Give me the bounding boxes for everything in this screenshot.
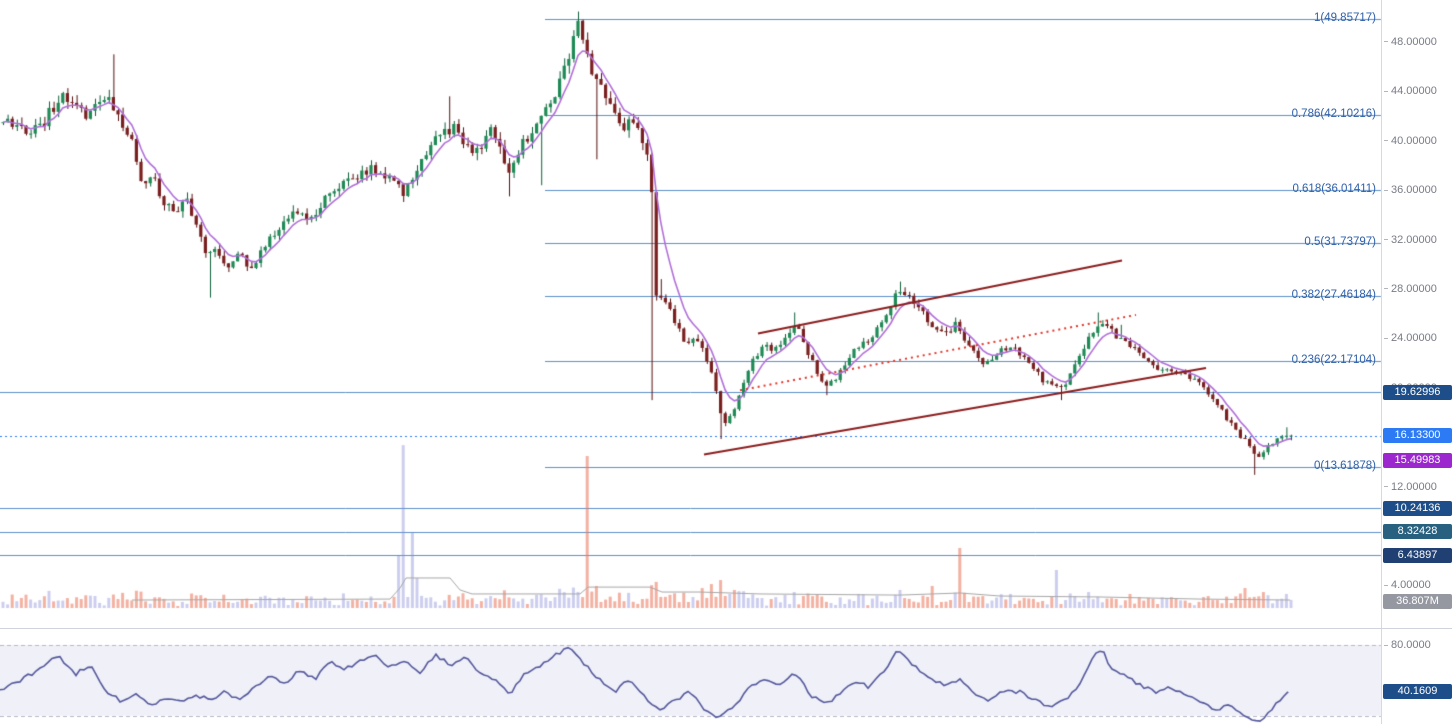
price-level-badge[interactable]: 19.62996 <box>1383 384 1452 400</box>
price-axis-tick: 32.00000 <box>1384 234 1437 246</box>
indicator-axis-tick: 80.0000 <box>1384 639 1431 651</box>
price-level-badge[interactable]: 6.43897 <box>1383 547 1452 563</box>
ma-value-badge[interactable]: 15.49983 <box>1383 452 1452 468</box>
indicator-axis-tick-label: 80.0000 <box>1391 639 1431 651</box>
tick-mark <box>1384 644 1388 646</box>
price-axis-tick: 48.00000 <box>1384 36 1437 48</box>
price-axis-tick: 12.00000 <box>1384 481 1437 493</box>
price-axis-tick-label: 4.00000 <box>1391 579 1431 592</box>
tick-mark <box>1384 189 1388 191</box>
price-axis-tick: 40.00000 <box>1384 135 1437 147</box>
tick-mark <box>1384 288 1388 290</box>
tick-mark <box>1384 90 1388 92</box>
price-axis-tick: 4.00000 <box>1384 579 1431 591</box>
price-axis[interactable]: 48.00000 44.00000 40.00000 36.00000 32.00000… <box>1381 0 1452 629</box>
price-axis-tick-label: 24.00000 <box>1391 332 1437 345</box>
tick-mark <box>1384 337 1388 339</box>
indicator-axis[interactable]: 80.0000 40.1609 <box>1381 629 1452 724</box>
price-axis-tick: 36.00000 <box>1384 184 1437 196</box>
price-axis-tick-label: 44.00000 <box>1391 85 1437 98</box>
price-axis-tick: 24.00000 <box>1384 332 1437 344</box>
price-axis-tick-label: 36.00000 <box>1391 184 1437 197</box>
volume-value-badge[interactable]: 36.807M <box>1383 593 1452 609</box>
tick-mark <box>1384 239 1388 241</box>
last-price-badge[interactable]: 16.13300 <box>1383 428 1452 444</box>
price-axis-tick: 44.00000 <box>1384 85 1437 97</box>
tick-mark <box>1384 41 1388 43</box>
price-level-badge[interactable]: 10.24136 <box>1383 500 1452 516</box>
price-axis-tick-label: 28.00000 <box>1391 282 1437 295</box>
pane-divider[interactable] <box>0 628 1452 629</box>
price-axis-tick-label: 12.00000 <box>1391 480 1437 493</box>
price-axis-tick: 28.00000 <box>1384 283 1437 295</box>
price-axis-tick-label: 40.00000 <box>1391 134 1437 147</box>
price-axis-tick-label: 48.00000 <box>1391 35 1437 48</box>
price-level-badge[interactable]: 8.32428 <box>1383 524 1452 540</box>
oscillator-value-badge[interactable]: 40.1609 <box>1383 684 1452 700</box>
tick-mark <box>1384 584 1388 586</box>
tick-mark <box>1384 140 1388 142</box>
price-axis-tick-label: 32.00000 <box>1391 233 1437 246</box>
tick-mark <box>1384 486 1388 488</box>
